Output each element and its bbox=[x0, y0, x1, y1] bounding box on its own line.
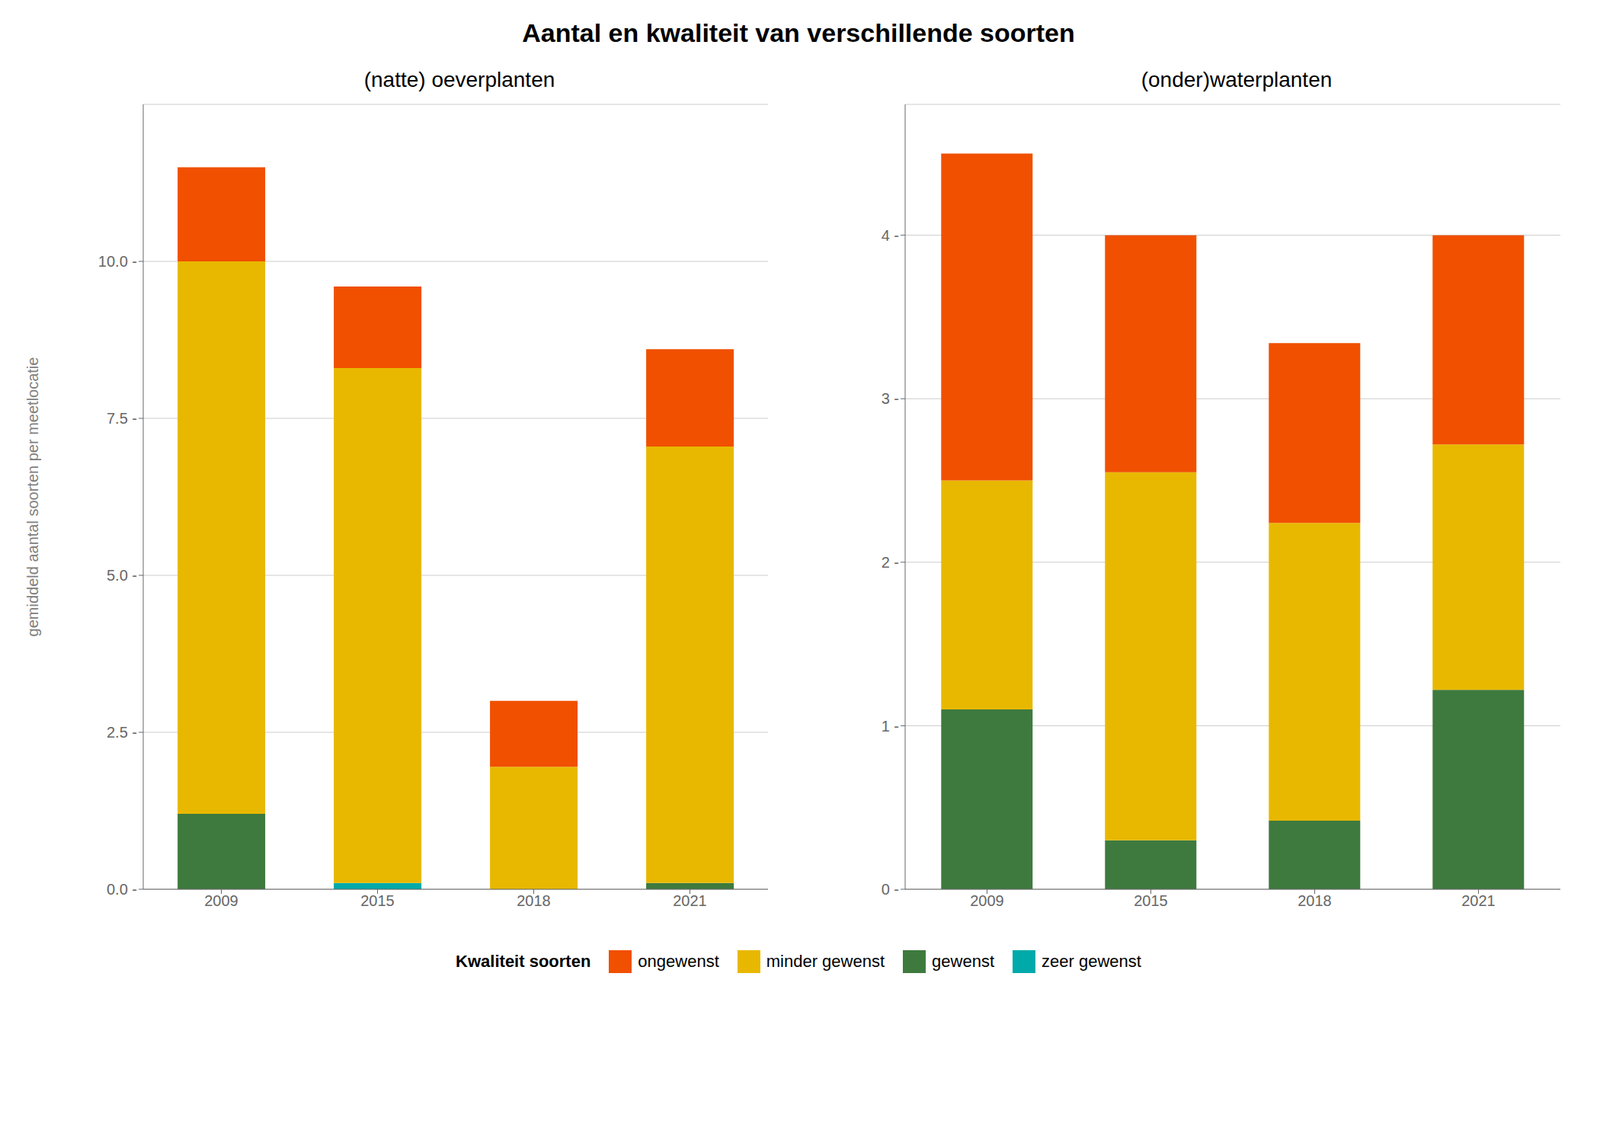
html-text:ongewenst: ongewenst bbox=[637, 951, 720, 971]
svg-text:4 -: 4 - bbox=[881, 227, 900, 244]
html-text:(natte) oeverplanten: (natte) oeverplanten bbox=[363, 67, 555, 92]
svg-text:0 -: 0 - bbox=[881, 880, 900, 898]
svg-text:10.0 -: 10.0 - bbox=[98, 252, 138, 270]
svg-text:2015: 2015 bbox=[1133, 892, 1168, 909]
svg-text:2021: 2021 bbox=[1461, 892, 1496, 909]
svg-text:2015: 2015 bbox=[360, 892, 395, 909]
svg-text:2018: 2018 bbox=[1297, 892, 1332, 909]
svg-text:0.0 -: 0.0 - bbox=[106, 880, 138, 898]
svg-text:2009: 2009 bbox=[969, 892, 1005, 909]
svg-text:5.0 -: 5.0 - bbox=[106, 566, 138, 584]
html-text:Aantal en kwaliteit van versch: Aantal en kwaliteit van verschillende so… bbox=[522, 18, 1075, 48]
svg-text:2.5 -: 2.5 - bbox=[106, 723, 138, 741]
html-text:gewenst: gewenst bbox=[931, 951, 995, 971]
svg-text:2018: 2018 bbox=[516, 892, 551, 909]
svg-text:7.5 -: 7.5 - bbox=[106, 409, 138, 427]
svg-text:2 -: 2 - bbox=[881, 553, 900, 571]
svg-text:1 -: 1 - bbox=[881, 717, 900, 735]
html-text:Kwaliteit soorten: Kwaliteit soorten bbox=[455, 951, 591, 971]
html-text:minder gewenst: minder gewenst bbox=[766, 951, 885, 971]
svg-text:2021: 2021 bbox=[672, 892, 708, 909]
svg-text:2009: 2009 bbox=[204, 892, 239, 909]
html-text:(onder)waterplanten: (onder)waterplanten bbox=[1141, 67, 1333, 92]
svg-text:gemiddeld aantal soorten per m: gemiddeld aantal soorten per meetlocatie bbox=[24, 357, 42, 637]
html-text:zeer gewenst: zeer gewenst bbox=[1041, 951, 1142, 971]
svg-text:3 -: 3 - bbox=[881, 390, 900, 407]
